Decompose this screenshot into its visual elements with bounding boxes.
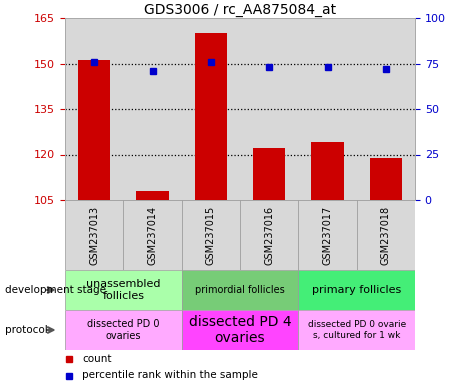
Bar bbox=[298, 310, 415, 350]
Text: development stage: development stage bbox=[5, 285, 106, 295]
Bar bbox=[137, 191, 169, 200]
Title: GDS3006 / rc_AA875084_at: GDS3006 / rc_AA875084_at bbox=[144, 3, 336, 17]
Bar bbox=[298, 270, 415, 310]
Text: primary follicles: primary follicles bbox=[312, 285, 401, 295]
Text: percentile rank within the sample: percentile rank within the sample bbox=[83, 371, 258, 381]
Bar bbox=[65, 310, 182, 350]
Bar bbox=[182, 270, 298, 310]
Bar bbox=[195, 33, 227, 200]
Bar bbox=[123, 200, 182, 270]
Text: dissected PD 0 ovarie
s, cultured for 1 wk: dissected PD 0 ovarie s, cultured for 1 … bbox=[308, 320, 406, 340]
Text: GSM237018: GSM237018 bbox=[381, 205, 391, 265]
Bar bbox=[357, 200, 415, 270]
Bar bbox=[65, 270, 182, 310]
Bar bbox=[65, 200, 123, 270]
Text: GSM237015: GSM237015 bbox=[206, 205, 216, 265]
Bar bbox=[312, 142, 344, 200]
Bar bbox=[370, 157, 402, 200]
Text: dissected PD 4
ovaries: dissected PD 4 ovaries bbox=[189, 315, 291, 345]
Text: primordial follicles: primordial follicles bbox=[195, 285, 285, 295]
Text: GSM237013: GSM237013 bbox=[89, 205, 99, 265]
Text: GSM237017: GSM237017 bbox=[322, 205, 332, 265]
Bar bbox=[298, 200, 357, 270]
Bar bbox=[78, 60, 110, 200]
Bar bbox=[182, 310, 298, 350]
Text: count: count bbox=[83, 354, 112, 364]
Text: dissected PD 0
ovaries: dissected PD 0 ovaries bbox=[87, 319, 160, 341]
Bar bbox=[253, 149, 285, 200]
Text: GSM237014: GSM237014 bbox=[147, 205, 157, 265]
Text: unassembled
follicles: unassembled follicles bbox=[86, 279, 161, 301]
Text: protocol: protocol bbox=[5, 325, 47, 335]
Bar bbox=[182, 200, 240, 270]
Bar bbox=[240, 200, 298, 270]
Text: GSM237016: GSM237016 bbox=[264, 205, 274, 265]
